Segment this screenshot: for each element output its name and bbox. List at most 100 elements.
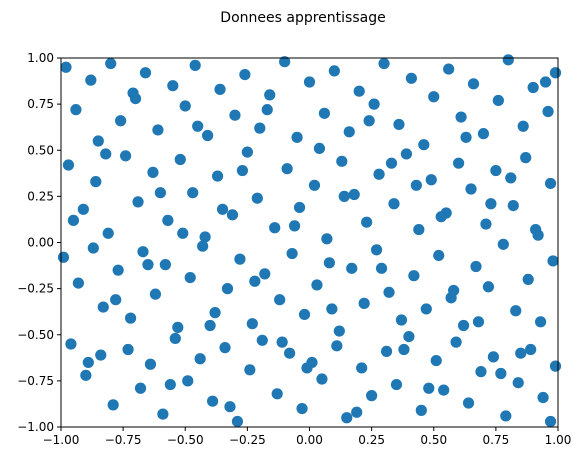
data-point bbox=[435, 211, 447, 223]
data-point bbox=[438, 384, 450, 396]
data-point bbox=[443, 63, 455, 75]
data-point bbox=[77, 203, 89, 215]
data-point bbox=[100, 148, 112, 160]
data-point bbox=[390, 378, 403, 391]
data-point bbox=[405, 72, 417, 84]
data-point bbox=[241, 146, 253, 158]
x-axis: −1.00 −0.75 −0.50 −0.25 0.00 0.25 0.50 0.75 1.00 bbox=[43, 427, 572, 447]
data-point bbox=[144, 358, 157, 370]
data-point bbox=[500, 410, 512, 422]
data-point bbox=[279, 56, 291, 68]
data-point bbox=[467, 78, 480, 90]
data-point bbox=[122, 343, 134, 356]
x-tick-label: 1.00 bbox=[545, 433, 572, 447]
data-point bbox=[97, 301, 109, 313]
data-point bbox=[172, 321, 184, 333]
data-point bbox=[110, 294, 122, 306]
x-tick-label: −0.50 bbox=[167, 433, 204, 447]
data-point bbox=[336, 155, 348, 167]
data-point bbox=[224, 401, 236, 413]
data-point bbox=[492, 94, 504, 107]
data-point bbox=[221, 283, 234, 295]
data-point bbox=[515, 347, 527, 359]
data-point bbox=[542, 105, 554, 118]
data-point bbox=[420, 303, 432, 315]
data-point bbox=[107, 399, 119, 411]
data-point bbox=[264, 89, 276, 101]
data-point bbox=[462, 397, 475, 409]
data-point bbox=[137, 246, 149, 258]
data-point bbox=[487, 351, 499, 363]
data-point bbox=[159, 259, 171, 271]
data-point bbox=[214, 83, 226, 95]
data-point bbox=[256, 334, 268, 346]
data-point bbox=[393, 118, 405, 131]
data-point bbox=[453, 157, 465, 169]
data-point bbox=[239, 69, 251, 81]
data-point bbox=[368, 98, 380, 110]
data-point bbox=[520, 152, 532, 164]
data-point bbox=[549, 67, 562, 79]
data-point bbox=[366, 390, 378, 402]
data-point bbox=[408, 270, 420, 282]
data-point bbox=[383, 286, 395, 298]
data-point bbox=[164, 378, 176, 391]
data-point bbox=[274, 294, 286, 306]
data-point bbox=[490, 164, 502, 177]
data-point bbox=[331, 340, 343, 352]
data-point bbox=[284, 347, 296, 359]
data-point bbox=[338, 190, 350, 202]
data-point bbox=[301, 362, 313, 374]
data-point bbox=[313, 142, 326, 154]
data-point bbox=[120, 150, 132, 162]
data-point bbox=[231, 415, 244, 428]
data-point bbox=[132, 196, 144, 208]
data-point bbox=[316, 373, 328, 385]
data-point bbox=[495, 367, 507, 380]
data-point bbox=[60, 61, 72, 73]
data-point bbox=[400, 148, 413, 160]
y-tick-label: −1.00 bbox=[17, 420, 54, 434]
x-tick-label: 0.50 bbox=[420, 433, 447, 447]
data-point bbox=[236, 164, 249, 177]
data-point bbox=[373, 168, 385, 180]
data-point bbox=[333, 325, 345, 337]
data-point bbox=[371, 244, 383, 256]
data-point bbox=[149, 288, 162, 300]
y-tick-label: −0.50 bbox=[17, 328, 54, 342]
data-point bbox=[139, 67, 152, 79]
data-point bbox=[346, 262, 358, 274]
data-point bbox=[480, 218, 492, 230]
data-point bbox=[415, 404, 427, 416]
data-point bbox=[460, 131, 472, 143]
data-point bbox=[517, 120, 529, 132]
x-tick-label: −0.75 bbox=[105, 433, 142, 447]
data-point bbox=[152, 124, 164, 136]
data-point bbox=[189, 59, 201, 71]
data-point bbox=[455, 111, 467, 123]
data-point bbox=[505, 172, 517, 184]
data-point bbox=[512, 377, 524, 389]
data-point bbox=[179, 100, 191, 112]
data-point bbox=[147, 166, 159, 178]
data-point bbox=[388, 198, 400, 210]
y-tick-label: −0.75 bbox=[17, 374, 54, 388]
data-point bbox=[547, 255, 559, 267]
data-point bbox=[296, 402, 308, 415]
data-point bbox=[527, 81, 539, 94]
data-point bbox=[92, 135, 104, 147]
data-point bbox=[470, 260, 482, 273]
data-point bbox=[425, 174, 437, 186]
data-point bbox=[530, 223, 542, 236]
data-point bbox=[430, 354, 442, 367]
data-point bbox=[457, 319, 470, 332]
x-tick-label: 0.75 bbox=[483, 433, 510, 447]
data-point bbox=[187, 187, 199, 199]
y-tick-label: 0.75 bbox=[27, 97, 54, 111]
data-point bbox=[291, 131, 303, 143]
data-point bbox=[318, 107, 331, 119]
data-point bbox=[134, 382, 147, 394]
data-point bbox=[211, 170, 224, 182]
data-point bbox=[410, 179, 422, 191]
